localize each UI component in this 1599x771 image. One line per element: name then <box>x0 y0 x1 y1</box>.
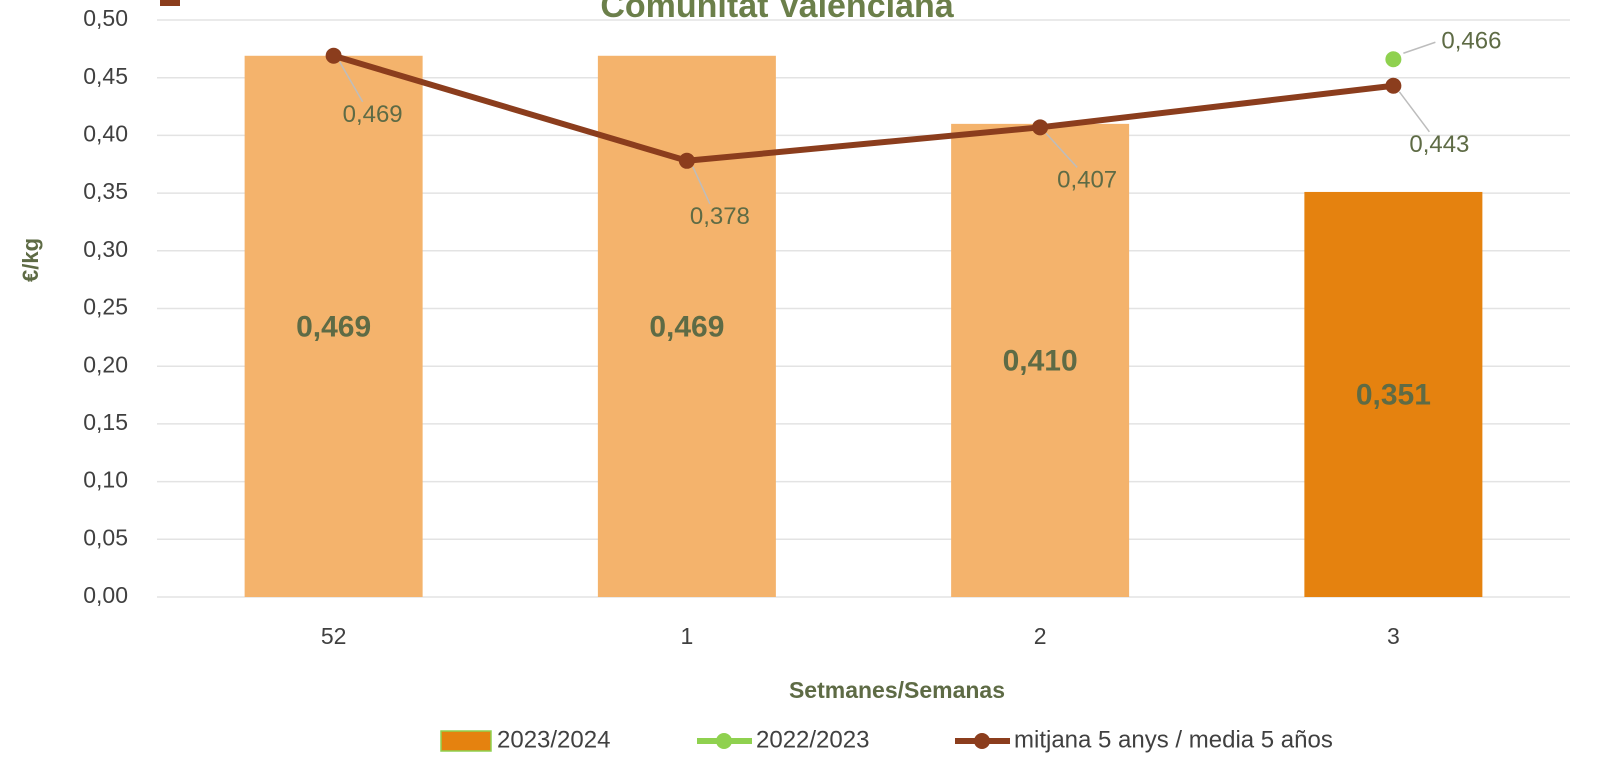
line-value-label: 0,378 <box>690 203 750 230</box>
y-tick-label: 0,20 <box>83 351 128 377</box>
leader-line <box>338 61 364 103</box>
y-tick-label: 0,35 <box>83 178 128 204</box>
line-value-label: 0,407 <box>1057 167 1117 194</box>
legend-artifact <box>160 0 180 6</box>
legend-label: 2022/2023 <box>756 726 869 753</box>
y-tick-label: 0,00 <box>83 582 128 608</box>
legend-swatch <box>440 730 492 752</box>
y-tick-label: 0,25 <box>83 294 128 320</box>
x-tick-label: 2 <box>1034 623 1047 649</box>
line-marker <box>325 47 342 64</box>
chart-title: Comunitat Valenciana <box>600 0 954 25</box>
bar-value-label: 0,469 <box>296 310 371 343</box>
y-tick-label: 0,10 <box>83 467 128 493</box>
x-tick-label: 52 <box>321 623 347 649</box>
y-tick-label: 0,15 <box>83 409 128 435</box>
bar-value-label: 0,469 <box>649 310 724 343</box>
legend-swatch-marker <box>974 733 990 749</box>
line-marker <box>1385 77 1402 94</box>
line-marker <box>678 152 695 169</box>
bar <box>244 55 423 598</box>
bar <box>1304 191 1483 598</box>
y-tick-label: 0,45 <box>83 63 128 89</box>
line-value-label: 0,469 <box>343 101 403 128</box>
legend-label: 2023/2024 <box>497 726 610 753</box>
y-tick-label: 0,30 <box>83 236 128 262</box>
legend-swatch-marker <box>716 733 732 749</box>
y-axis-title: €/kg <box>18 238 43 282</box>
line <box>332 52 1394 164</box>
bar <box>951 123 1130 598</box>
x-axis-title: Setmanes/Semanas <box>789 677 1005 703</box>
x-tick-label: 3 <box>1387 623 1400 649</box>
leader-line <box>1403 41 1436 54</box>
line-marker <box>1032 119 1049 136</box>
bar-value-label: 0,410 <box>1003 344 1078 377</box>
leader-line <box>1398 91 1430 133</box>
line-value-label: 0,443 <box>1409 131 1469 158</box>
bar-value-label: 0,351 <box>1356 378 1431 411</box>
y-tick-label: 0,05 <box>83 524 128 550</box>
y-tick-label: 0,40 <box>83 120 128 146</box>
x-tick-label: 1 <box>680 623 693 649</box>
legend-label: mitjana 5 anys / media 5 años <box>1014 726 1333 753</box>
leader-line <box>1045 132 1078 168</box>
line-value-label: 0,466 <box>1441 28 1501 55</box>
leader-line <box>692 166 711 205</box>
y-tick-label: 0,50 <box>83 5 128 31</box>
line-marker <box>1385 51 1402 68</box>
